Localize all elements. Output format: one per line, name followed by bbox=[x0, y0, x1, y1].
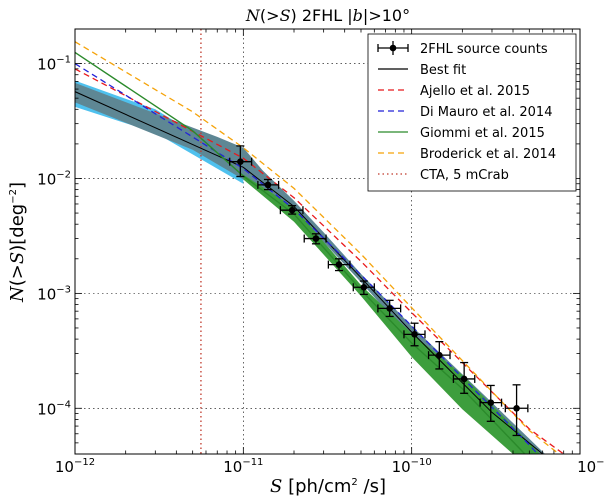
legend-label: Di Mauro et al. 2014 bbox=[420, 105, 552, 120]
x-axis-label: S [ph/cm2 /s] bbox=[270, 476, 386, 497]
data-point-6 bbox=[352, 280, 375, 296]
data-point-marker bbox=[288, 206, 296, 214]
data-point-marker bbox=[360, 283, 368, 291]
y-tick-label: 10−1 bbox=[37, 55, 71, 74]
legend-entry-6: Broderick et al. 2014 bbox=[378, 147, 556, 162]
legend-box bbox=[367, 33, 577, 192]
x-tick-label: 10−12 bbox=[55, 457, 95, 476]
data-point-11 bbox=[479, 384, 503, 422]
plot-frame bbox=[74, 28, 581, 455]
legend-swatch-marker bbox=[389, 44, 397, 52]
data-point-12 bbox=[504, 384, 529, 437]
data-point-2 bbox=[257, 178, 280, 191]
legend-entry-3: Ajello et al. 2015 bbox=[378, 84, 530, 99]
legend-label: CTA, 5 mCrab bbox=[420, 168, 509, 183]
legend: 2FHL source counts Best fit Ajello et al. … bbox=[367, 33, 577, 192]
y-tick-label: 10−3 bbox=[37, 284, 71, 303]
data-point-5 bbox=[327, 258, 351, 272]
data-point-4 bbox=[303, 233, 327, 245]
legend-label: Ajello et al. 2015 bbox=[420, 84, 530, 99]
legend-label: Giommi et al. 2015 bbox=[420, 126, 545, 141]
data-point-1 bbox=[229, 145, 253, 178]
data-point-marker bbox=[264, 181, 272, 189]
y-tick-label: 10−2 bbox=[37, 169, 71, 188]
data-point-marker bbox=[513, 404, 520, 412]
axis-ticks: 10−12 10−11 10−10 10−9 10−4 10−3 10−2 10−1 bbox=[37, 28, 605, 476]
y-tick-label: 10−4 bbox=[37, 399, 71, 418]
giommi-uncertainty-band bbox=[243, 174, 541, 454]
y-axis-label: N(>S)[deg−2] bbox=[7, 182, 28, 303]
data-point-7 bbox=[377, 299, 402, 318]
legend-entry-1: 2FHL source counts bbox=[377, 41, 548, 57]
data-point-marker bbox=[335, 261, 343, 268]
x-tick-label: 10−11 bbox=[223, 457, 263, 476]
x-tick-label: 10−9 bbox=[577, 457, 605, 476]
data-point-marker bbox=[386, 305, 393, 312]
legend-entry-5: Giommi et al. 2015 bbox=[378, 126, 545, 141]
data-point-8 bbox=[403, 322, 426, 347]
x-tick-label: 10−10 bbox=[392, 457, 432, 476]
legend-label: Broderick et al. 2014 bbox=[420, 147, 556, 162]
data-point-marker bbox=[460, 375, 468, 383]
data-point-3 bbox=[279, 205, 304, 215]
legend-entry-2: Best fit bbox=[378, 63, 466, 78]
source-count-points bbox=[229, 145, 529, 437]
series-best-fit-line bbox=[75, 91, 543, 454]
data-point-marker bbox=[237, 158, 244, 165]
data-point-marker bbox=[411, 331, 418, 338]
data-point-marker bbox=[312, 235, 320, 242]
legend-label: 2FHL source counts bbox=[420, 42, 548, 57]
data-point-marker bbox=[487, 399, 495, 406]
data-point-10 bbox=[452, 361, 476, 394]
legend-label: Best fit bbox=[420, 63, 466, 78]
data-point-9 bbox=[427, 341, 451, 370]
data-point-marker bbox=[436, 351, 443, 359]
legend-entry-4: Di Mauro et al. 2014 bbox=[378, 105, 552, 120]
legend-entry-7: CTA, 5 mCrab bbox=[378, 168, 509, 183]
chart-title: N(>S) 2FHL |b|>10° bbox=[245, 6, 410, 25]
